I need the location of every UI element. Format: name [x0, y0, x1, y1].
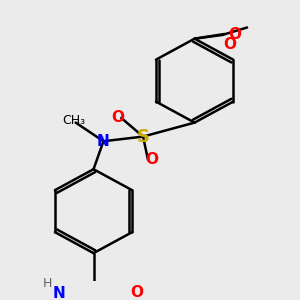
Text: O: O [146, 152, 158, 167]
Text: H: H [42, 278, 52, 290]
Text: CH₃: CH₃ [62, 114, 85, 127]
Text: N: N [97, 134, 110, 149]
Text: O: O [228, 26, 241, 41]
Text: O: O [223, 37, 236, 52]
Text: O: O [111, 110, 124, 125]
Text: N: N [52, 286, 65, 300]
Text: S: S [136, 128, 150, 146]
Text: O: O [130, 285, 143, 300]
